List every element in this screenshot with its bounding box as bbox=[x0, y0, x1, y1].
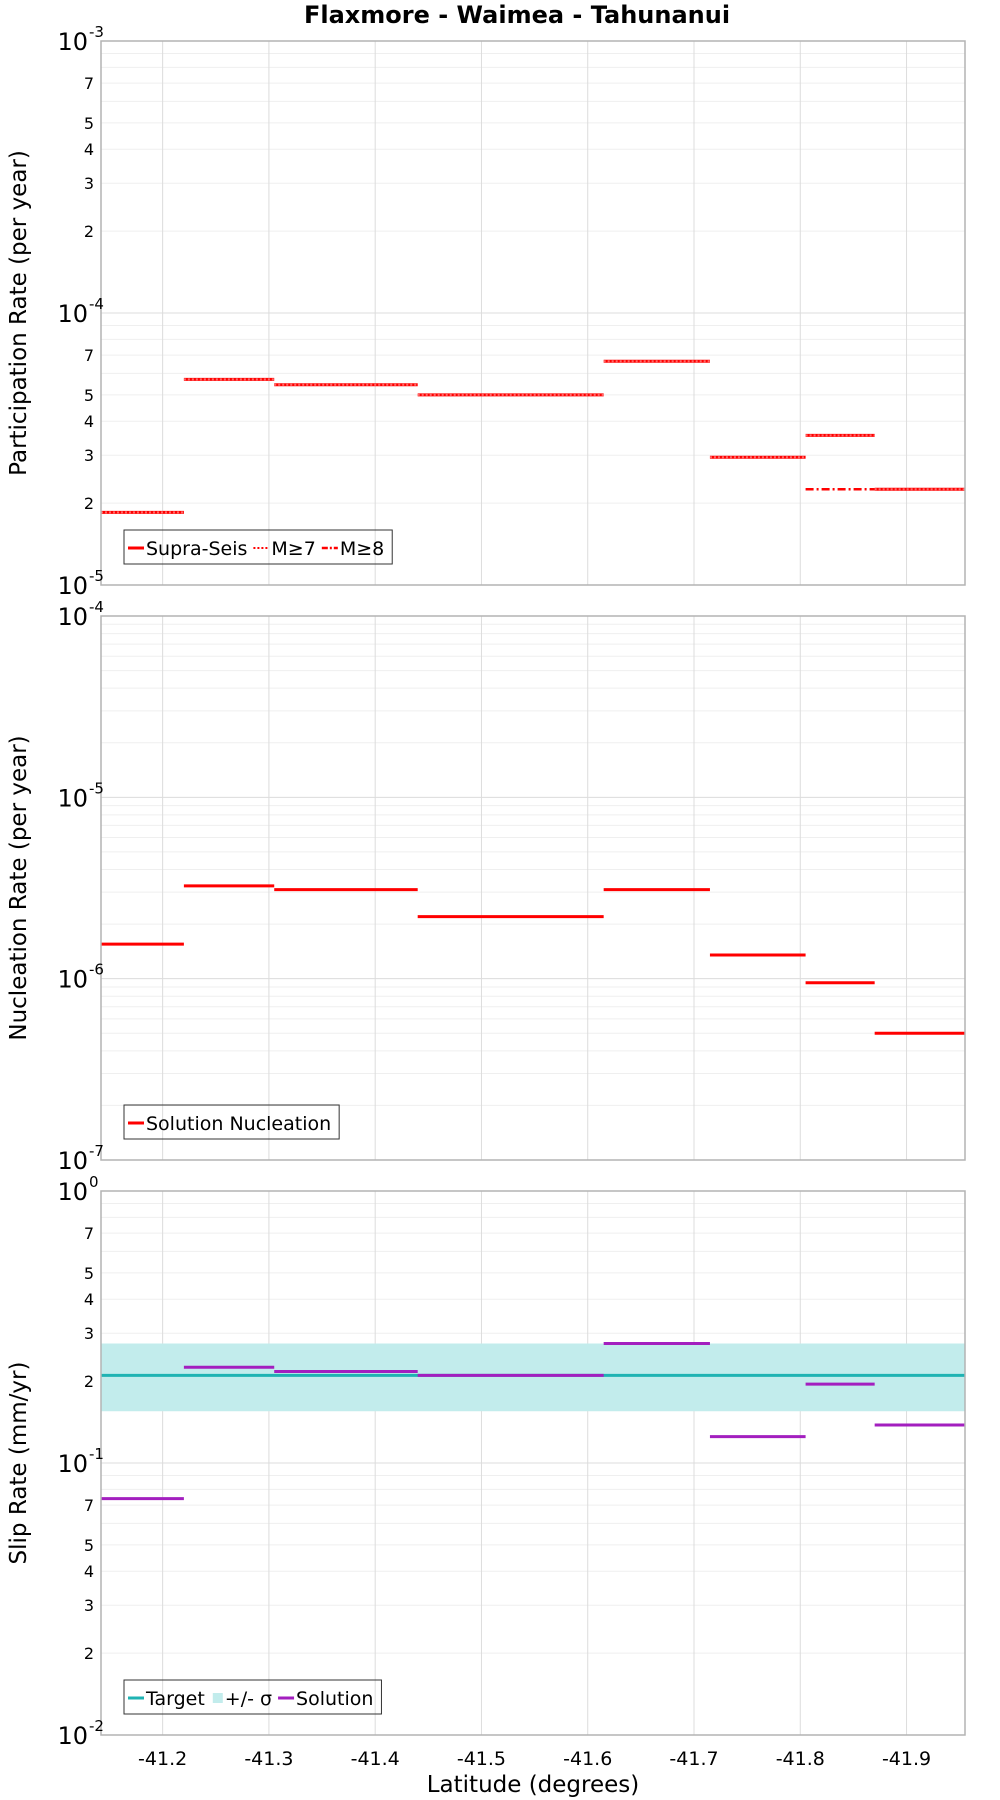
y-tick-exponent: -6 bbox=[89, 961, 104, 979]
y-tick-label: 10 bbox=[57, 572, 88, 600]
y-tick-exponent: -5 bbox=[89, 567, 104, 585]
y-minor-tick-label: 7 bbox=[84, 74, 94, 93]
legend: Target +/- σ Solution bbox=[123, 1679, 382, 1715]
y-minor-tick-label: 4 bbox=[84, 1562, 94, 1581]
x-tick-label: -41.3 bbox=[244, 1748, 293, 1770]
legend: Solution Nucleation bbox=[123, 1104, 340, 1140]
y-axis-label: Participation Rate (per year) bbox=[6, 150, 32, 476]
y-minor-tick-label: 2 bbox=[84, 1644, 94, 1663]
y-tick-label: 10 bbox=[57, 603, 88, 631]
legend-label: M≥7 bbox=[271, 538, 315, 560]
y-tick-label: 10 bbox=[57, 300, 88, 328]
y-minor-tick-label: 3 bbox=[84, 446, 94, 465]
series-solution bbox=[101, 1342, 965, 1501]
y-tick-label: 10 bbox=[57, 1147, 88, 1175]
series-m-7 bbox=[101, 360, 965, 514]
y-tick-exponent: -3 bbox=[89, 23, 104, 41]
legend-label: M≥8 bbox=[340, 538, 384, 560]
y-minor-tick-label: 2 bbox=[84, 494, 94, 513]
y-minor-tick-label: 4 bbox=[84, 412, 94, 431]
y-minor-tick-label: 5 bbox=[84, 386, 94, 405]
y-tick-exponent: -4 bbox=[89, 295, 104, 313]
y-tick-exponent: -1 bbox=[89, 1445, 104, 1463]
legend-label: +/- σ bbox=[225, 1688, 272, 1710]
y-minor-tick-label: 3 bbox=[84, 174, 94, 193]
y-minor-tick-label: 3 bbox=[84, 1324, 94, 1343]
y-minor-tick-label: 4 bbox=[84, 140, 94, 159]
legend-label: Target bbox=[145, 1688, 205, 1710]
x-tick-label: -41.4 bbox=[351, 1748, 400, 1770]
y-tick-label: 10 bbox=[57, 1178, 88, 1206]
y-tick-label: 10 bbox=[57, 966, 88, 994]
y-tick-label: 10 bbox=[57, 1450, 88, 1478]
x-tick-label: -41.6 bbox=[563, 1748, 612, 1770]
plot-frame bbox=[100, 40, 966, 586]
x-tick-label: -41.2 bbox=[138, 1748, 187, 1770]
y-tick-exponent: -5 bbox=[89, 779, 104, 797]
y-axis-label: Slip Rate (mm/yr) bbox=[6, 1362, 32, 1565]
y-minor-tick-label: 5 bbox=[84, 114, 94, 133]
y-tick-label: 10 bbox=[57, 1722, 88, 1750]
sigma-band bbox=[101, 1343, 965, 1412]
y-minor-tick-label: 7 bbox=[84, 1224, 94, 1243]
legend-label: Supra-Seis bbox=[146, 538, 247, 560]
y-tick-exponent: 0 bbox=[89, 1173, 99, 1191]
series-supra-seis bbox=[101, 359, 965, 514]
y-tick-exponent: -7 bbox=[89, 1142, 104, 1160]
y-minor-tick-label: 5 bbox=[84, 1536, 94, 1555]
x-tick-label: -41.9 bbox=[882, 1748, 931, 1770]
legend-swatch bbox=[212, 1693, 223, 1703]
x-axis-label: Latitude (degrees) bbox=[427, 1772, 640, 1798]
y-tick-label: 10 bbox=[57, 28, 88, 56]
y-minor-tick-label: 5 bbox=[84, 1264, 94, 1283]
y-minor-tick-label: 4 bbox=[84, 1290, 94, 1309]
y-minor-tick-label: 2 bbox=[84, 222, 94, 241]
legend-label: Solution Nucleation bbox=[146, 1113, 331, 1135]
y-minor-tick-label: 7 bbox=[84, 1496, 94, 1515]
plot-frame bbox=[100, 615, 966, 1161]
x-tick-label: -41.8 bbox=[776, 1748, 825, 1770]
y-tick-exponent: -4 bbox=[89, 598, 104, 616]
x-tick-label: -41.5 bbox=[457, 1748, 506, 1770]
y-tick-label: 10 bbox=[57, 784, 88, 812]
y-minor-tick-label: 7 bbox=[84, 346, 94, 365]
legend-box bbox=[123, 1679, 382, 1715]
legend-box bbox=[123, 1104, 340, 1140]
legend: Supra-Seis M≥7 M≥8 bbox=[123, 529, 393, 565]
series-solution-nucleation bbox=[101, 884, 965, 1035]
legend-box bbox=[123, 529, 393, 565]
y-minor-tick-label: 2 bbox=[84, 1372, 94, 1391]
y-axis-label: Nucleation Rate (per year) bbox=[6, 735, 32, 1040]
plot-frame bbox=[100, 1190, 966, 1736]
y-tick-exponent: -2 bbox=[89, 1717, 104, 1735]
y-minor-tick-label: 3 bbox=[84, 1596, 94, 1615]
x-tick-label: -41.7 bbox=[669, 1748, 718, 1770]
legend-label: Solution bbox=[296, 1688, 373, 1710]
figure-title: Flaxmore - Waimea - Tahunanui bbox=[304, 1, 730, 29]
